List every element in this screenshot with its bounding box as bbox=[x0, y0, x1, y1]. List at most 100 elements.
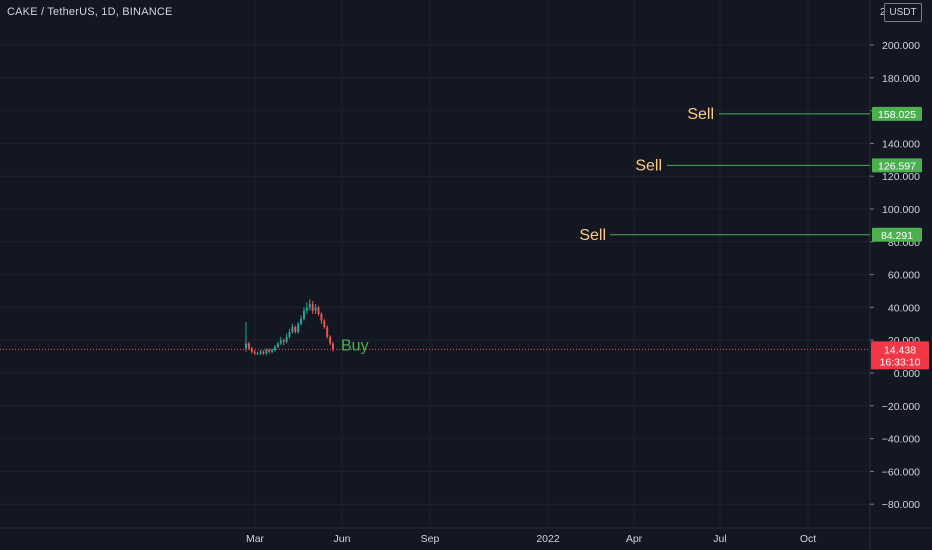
time-tick-label: Mar bbox=[246, 533, 265, 545]
candlestick-series[interactable] bbox=[245, 299, 334, 355]
candle-body bbox=[288, 332, 291, 337]
last-price-label: 14.438 bbox=[884, 344, 916, 356]
sell-price-tag[interactable] bbox=[872, 158, 922, 173]
price-tick-label: 180.000 bbox=[882, 73, 920, 85]
candle[interactable] bbox=[274, 345, 276, 352]
candle[interactable] bbox=[305, 302, 308, 314]
candle-body bbox=[276, 343, 279, 347]
last-price-tag[interactable] bbox=[871, 341, 929, 370]
candle-body bbox=[326, 327, 329, 337]
candle-body bbox=[282, 340, 285, 342]
sell-label[interactable]: Sell bbox=[579, 227, 606, 244]
candle[interactable] bbox=[323, 318, 326, 329]
candle-body bbox=[311, 304, 314, 311]
price-tick-label: 120.000 bbox=[882, 171, 920, 183]
price-tick-label: 40.000 bbox=[888, 302, 920, 314]
candle-body bbox=[329, 336, 332, 344]
candle[interactable] bbox=[265, 348, 268, 355]
symbol-title[interactable]: CAKE / TetherUS, 1D, BINANCE bbox=[7, 6, 173, 18]
candle-body bbox=[279, 340, 282, 344]
candle-body bbox=[300, 318, 303, 324]
buy-label[interactable]: Buy bbox=[341, 337, 369, 354]
candle-body bbox=[332, 343, 334, 350]
sell-price-tag-label: 158.025 bbox=[878, 109, 916, 121]
price-tick-label: −40.000 bbox=[882, 434, 920, 446]
candle-body bbox=[247, 343, 250, 349]
price-axis[interactable]: 2200.000180.000160.000140.000120.000100.… bbox=[869, 0, 920, 550]
candle-body bbox=[262, 351, 265, 354]
candle-body bbox=[265, 350, 268, 354]
candle-body bbox=[250, 348, 253, 352]
currency-badge[interactable]: USDT bbox=[884, 3, 922, 22]
candle[interactable] bbox=[317, 305, 320, 316]
time-tick-label: Sep bbox=[421, 533, 440, 545]
sell-price-tag-label: 84.291 bbox=[881, 230, 913, 242]
candle-body bbox=[271, 350, 274, 352]
time-tick-label: Oct bbox=[800, 533, 816, 545]
candle[interactable] bbox=[271, 348, 274, 354]
candle-body bbox=[268, 350, 271, 352]
candle[interactable] bbox=[282, 338, 285, 346]
candle-body bbox=[285, 336, 288, 342]
candle[interactable] bbox=[276, 341, 279, 349]
price-tick-label: 2 bbox=[880, 6, 886, 18]
time-axis[interactable]: Mar Jun Sep 2022 Apr Jul Oct bbox=[0, 527, 932, 545]
sell-price-tag-label: 126.597 bbox=[878, 160, 916, 172]
candle[interactable] bbox=[303, 307, 305, 321]
sell-price-tag[interactable] bbox=[872, 106, 922, 121]
candle-body bbox=[245, 343, 247, 349]
candle[interactable] bbox=[297, 322, 300, 334]
bar-countdown: 16:33:10 bbox=[880, 356, 921, 368]
candle[interactable] bbox=[259, 350, 262, 355]
candle[interactable] bbox=[253, 350, 256, 355]
candle-body bbox=[294, 327, 297, 332]
price-tick-label: −80.000 bbox=[882, 499, 920, 511]
time-tick-label: 2022 bbox=[536, 533, 560, 545]
candle-body bbox=[256, 353, 259, 355]
candle-body bbox=[303, 310, 305, 319]
grid bbox=[0, 0, 870, 528]
price-tick-label: 200.000 bbox=[882, 40, 920, 52]
candle[interactable] bbox=[245, 322, 247, 352]
candle-body bbox=[291, 327, 294, 332]
candle[interactable] bbox=[320, 312, 323, 324]
candle-body bbox=[314, 307, 317, 311]
candle[interactable] bbox=[279, 336, 282, 346]
candle[interactable] bbox=[329, 335, 332, 346]
candle[interactable] bbox=[314, 304, 317, 314]
candle[interactable] bbox=[326, 325, 329, 339]
candle[interactable] bbox=[332, 341, 334, 352]
price-tick-label: 0.000 bbox=[894, 368, 920, 380]
candle-body bbox=[274, 346, 276, 351]
candle[interactable] bbox=[291, 323, 294, 334]
candle[interactable] bbox=[311, 300, 314, 314]
candle[interactable] bbox=[285, 333, 288, 344]
candle-body bbox=[305, 307, 308, 311]
candle-body bbox=[259, 351, 262, 354]
candle-body bbox=[297, 323, 300, 332]
candle[interactable] bbox=[250, 346, 253, 354]
candle-body bbox=[323, 320, 326, 328]
time-tick-label: Jul bbox=[713, 533, 726, 545]
candle[interactable] bbox=[294, 325, 297, 334]
candle[interactable] bbox=[268, 348, 271, 354]
price-tick-label: −60.000 bbox=[882, 466, 920, 478]
sell-label[interactable]: Sell bbox=[687, 106, 714, 123]
time-tick-label: Apr bbox=[626, 533, 643, 545]
candle[interactable] bbox=[256, 351, 259, 355]
annotations[interactable]: Buy Sell 158.025 Sell 126.597 Sell 84.291 14.43… bbox=[0, 106, 929, 370]
candle[interactable] bbox=[288, 328, 291, 339]
sell-price-tag[interactable] bbox=[872, 227, 922, 242]
sell-label[interactable]: Sell bbox=[635, 157, 662, 174]
candle-body bbox=[317, 307, 320, 314]
candle[interactable] bbox=[300, 315, 303, 326]
price-tick-label: −20.000 bbox=[882, 401, 920, 413]
candle[interactable] bbox=[262, 350, 265, 355]
candle-body bbox=[253, 351, 256, 354]
candle[interactable] bbox=[247, 341, 250, 351]
price-tick-label: 140.000 bbox=[882, 138, 920, 150]
candle[interactable] bbox=[308, 299, 311, 311]
candle-body bbox=[320, 313, 323, 321]
